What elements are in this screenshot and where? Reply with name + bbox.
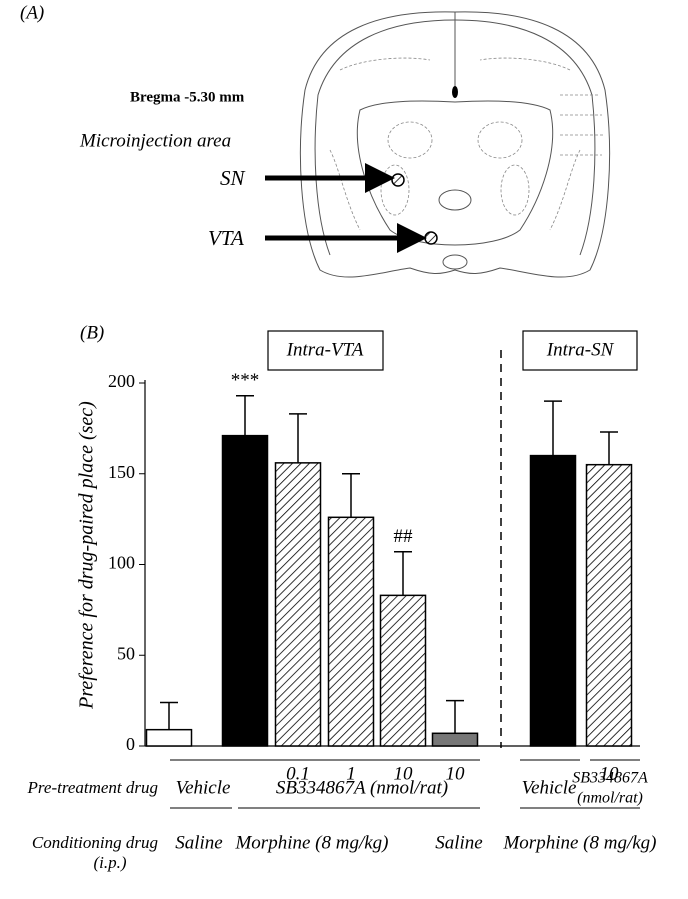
error-bar (394, 551, 412, 596)
pretreatment-label: (nmol/rat) (577, 790, 643, 807)
y-tick-label: 150 (108, 462, 135, 482)
group-box (522, 330, 638, 371)
group-box (267, 330, 384, 371)
brain-diagram (265, 11, 611, 278)
pretreatment-label: SB334867A (nmol/rat) (276, 777, 448, 798)
group-label: Intra-SN (546, 339, 615, 360)
conditioning-label: Saline (435, 832, 483, 853)
error-bar (544, 400, 562, 456)
panel-label: (B) (80, 322, 104, 343)
conditioning-label: Saline (175, 832, 223, 853)
panel-label: (A) (20, 2, 44, 23)
bregma-label: Bregma -5.30 mm (130, 89, 245, 105)
row-label: Pre-treatment drug (27, 778, 158, 797)
dose-label: 10 (446, 763, 466, 784)
y-tick-label: 0 (126, 734, 135, 754)
conditioning-label: Morphine (8 mg/kg) (502, 832, 656, 853)
dose-label: 10 (394, 763, 414, 784)
error-bar (342, 473, 360, 518)
error-bar (236, 394, 254, 436)
conditioning-label: Morphine (8 mg/kg) (234, 832, 388, 853)
bar (379, 594, 427, 747)
row-label: (i.p.) (93, 853, 126, 872)
bar (431, 732, 479, 747)
y-tick-label: 200 (108, 371, 135, 391)
annotation: *** (231, 370, 260, 391)
error-bar (289, 413, 307, 463)
error-bar (446, 699, 464, 734)
pretreatment-label: Vehicle (522, 777, 577, 798)
group-label: Intra-VTA (286, 339, 364, 360)
pretreatment-label: SB334867A (572, 770, 648, 787)
row-label: Conditioning drug (32, 833, 158, 852)
bar (327, 516, 375, 747)
y-tick-label: 100 (108, 553, 135, 573)
y-axis-label: Preference for drug-paired place (sec) (76, 401, 98, 710)
error-bar (160, 701, 178, 730)
y-tick-label: 50 (117, 643, 135, 663)
dose-label: 1 (346, 763, 356, 784)
dose-label: 10 (600, 763, 620, 784)
error-bar (600, 431, 618, 465)
bar (221, 434, 269, 747)
site-label: SN (220, 166, 246, 190)
caption: Microinjection area (79, 130, 231, 151)
bar (274, 462, 322, 747)
site-label: VTA (208, 226, 244, 250)
annotation: ## (394, 526, 414, 547)
dose-label: 0.1 (286, 763, 310, 784)
pretreatment-label: Vehicle (176, 777, 231, 798)
bar (585, 463, 633, 747)
bar (145, 728, 193, 747)
bar (529, 454, 577, 747)
